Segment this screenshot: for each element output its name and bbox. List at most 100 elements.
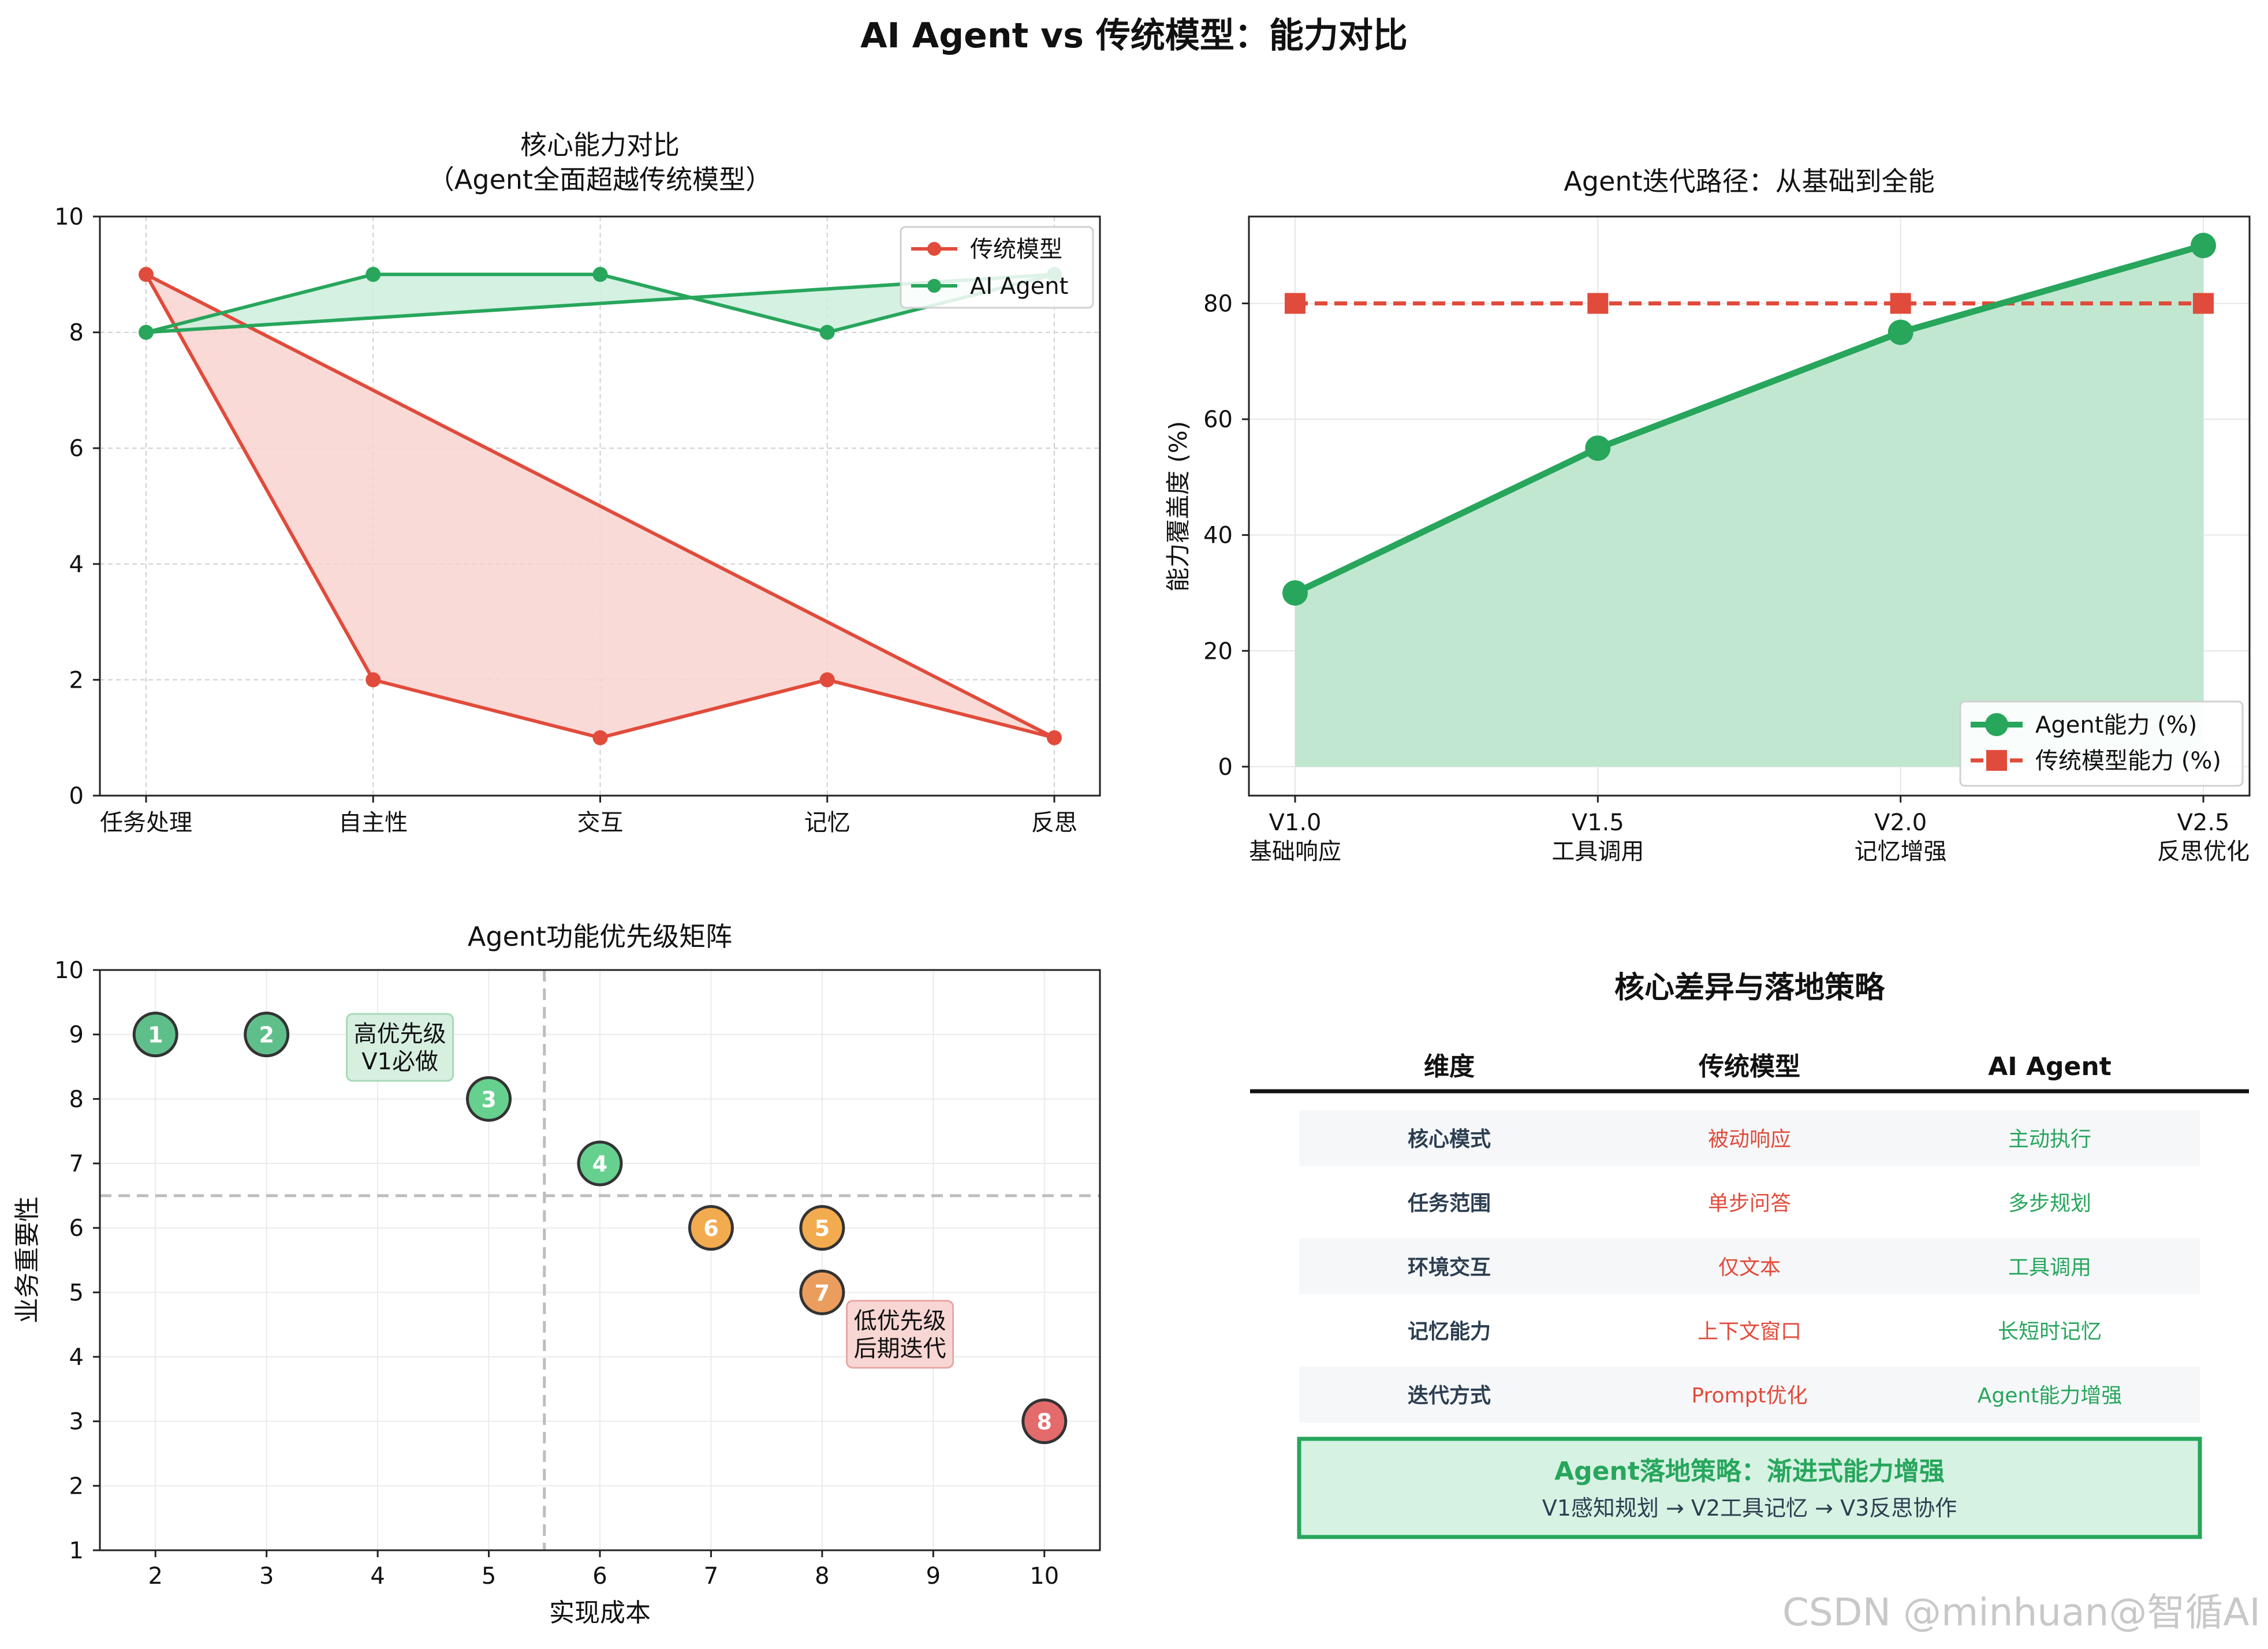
annotation-box — [346, 1013, 454, 1082]
data-point — [2191, 233, 2216, 259]
point-label: 8 — [1037, 1409, 1052, 1435]
legend-label: 传统模型能力 (%) — [2035, 748, 2221, 774]
scatter-point — [799, 1269, 845, 1315]
scatter-point — [244, 1012, 290, 1058]
data-point — [1587, 293, 1609, 314]
tick-label-x: V2.5 反思优化 — [2157, 809, 2250, 865]
table-header-cell: 维度 — [1424, 1052, 1475, 1081]
tick-label-y: 80 — [1203, 290, 1233, 317]
tick-label-y: 2 — [69, 667, 84, 693]
legend-marker — [927, 279, 941, 293]
table-header-cell: 传统模型 — [1698, 1052, 1800, 1081]
chart-title: Agent功能优先级矩阵 — [468, 921, 732, 952]
tick-label-x: 3 — [259, 1563, 274, 1590]
legend-marker — [1985, 713, 2008, 736]
data-point — [592, 267, 608, 282]
tick-label-y: 20 — [1203, 638, 1233, 665]
table-cell: 核心模式 — [1408, 1128, 1491, 1151]
tick-label-y: 40 — [1203, 523, 1233, 549]
table-cell: Prompt优化 — [1691, 1384, 1807, 1408]
point-label: 7 — [815, 1280, 830, 1305]
page-title: AI Agent vs 传统模型：能力对比 — [860, 16, 1408, 56]
data-point — [592, 730, 608, 745]
tick-label-x: 自主性 — [338, 809, 408, 836]
table-cell: 迭代方式 — [1408, 1384, 1491, 1408]
table-cell: 任务范围 — [1408, 1192, 1491, 1215]
legend-box — [1959, 700, 2244, 787]
data-point — [365, 267, 381, 282]
tick-label-y: 0 — [69, 783, 84, 809]
table-cell: 多步规划 — [2008, 1192, 2091, 1215]
iteration-path-chart: Agent迭代路径：从基础到全能 V1.0 基础响应 V1.5 工具调用 V2.0 记忆增强… — [1164, 166, 2251, 865]
legend-label: 传统模型 — [970, 236, 1062, 263]
data-point — [1282, 580, 1308, 606]
table-cell: 主动执行 — [2008, 1128, 2091, 1151]
data-point — [1285, 293, 1305, 314]
scatter-point — [577, 1140, 623, 1187]
tick-label-y: 9 — [69, 1022, 84, 1049]
point-label: 1 — [148, 1023, 163, 1048]
tick-label-x: 9 — [926, 1563, 941, 1590]
tick-label-x: V1.0 基础响应 — [1249, 809, 1341, 865]
strategy-title: Agent落地策略：渐进式能力增强 — [1554, 1457, 1945, 1486]
tick-label-x: 2 — [148, 1563, 162, 1590]
scatter-point — [799, 1205, 845, 1251]
table-cell: 单步问答 — [1708, 1192, 1791, 1215]
tick-label-y: 60 — [1203, 406, 1233, 433]
tick-label-y: 5 — [69, 1279, 84, 1306]
point-label: 6 — [703, 1216, 718, 1241]
point-label: 2 — [259, 1023, 274, 1048]
table-cell: Agent能力增强 — [1978, 1384, 2122, 1408]
data-point — [1047, 730, 1062, 745]
chart-title: Agent迭代路径：从基础到全能 — [1564, 166, 1934, 197]
table-cell: 环境交互 — [1408, 1255, 1491, 1279]
watermark: CSDN @minhuan@智循AI — [1782, 1590, 2260, 1635]
tick-label-y: 4 — [69, 1344, 84, 1371]
tick-label-y: 10 — [54, 957, 84, 984]
strategy-text: V1感知规划 → V2工具记忆 → V3反思协作 — [1542, 1495, 1957, 1521]
tick-label-y: 1 — [69, 1538, 84, 1564]
data-point — [819, 672, 835, 688]
table-cell: 仅文本 — [1718, 1256, 1781, 1279]
scatter-point — [132, 1012, 178, 1058]
scatter-point — [688, 1205, 734, 1251]
point-label: 4 — [592, 1151, 607, 1177]
axis-label-y: 能力覆盖度 (%) — [1164, 421, 1192, 592]
data-point — [365, 672, 381, 688]
scatter-point — [466, 1076, 512, 1122]
point-label: 3 — [481, 1087, 496, 1112]
legend-label: AI Agent — [970, 273, 1068, 300]
tick-label-y: 7 — [69, 1151, 84, 1177]
data-point — [1585, 435, 1611, 461]
annotation-text: 低优先级后期迭代 — [854, 1308, 946, 1362]
annotation-box — [846, 1300, 954, 1369]
tick-label-x: 反思 — [1031, 809, 1077, 836]
tick-label-x: 7 — [704, 1563, 718, 1590]
axis-label-y: 业务重要性 — [13, 1196, 42, 1323]
series-line — [144, 273, 1056, 740]
data-point — [139, 324, 154, 340]
tick-label-y: 6 — [69, 435, 84, 462]
plot-frame — [1248, 215, 2251, 797]
legend-marker — [1986, 750, 2007, 771]
table-row-bg — [1299, 1367, 2200, 1423]
tick-label-y: 10 — [54, 204, 84, 230]
point-label: 5 — [815, 1216, 830, 1241]
chart-title: 核心能力对比（Agent全面超越传统模型） — [428, 129, 772, 195]
data-point — [1887, 319, 1913, 345]
tick-label-y: 6 — [69, 1215, 84, 1242]
tick-label-x: 8 — [815, 1563, 829, 1590]
series-line — [1293, 242, 2204, 596]
table-header-cell: AI Agent — [1988, 1052, 2112, 1081]
axis-label-x: 实现成本 — [549, 1598, 651, 1628]
tick-label-y: 8 — [69, 1086, 84, 1113]
tick-label-x: 5 — [482, 1563, 496, 1590]
tick-label-y: 2 — [69, 1473, 84, 1499]
table-row-bg — [1299, 1110, 2200, 1166]
strategy-box — [1297, 1437, 2202, 1539]
data-point — [819, 324, 835, 340]
